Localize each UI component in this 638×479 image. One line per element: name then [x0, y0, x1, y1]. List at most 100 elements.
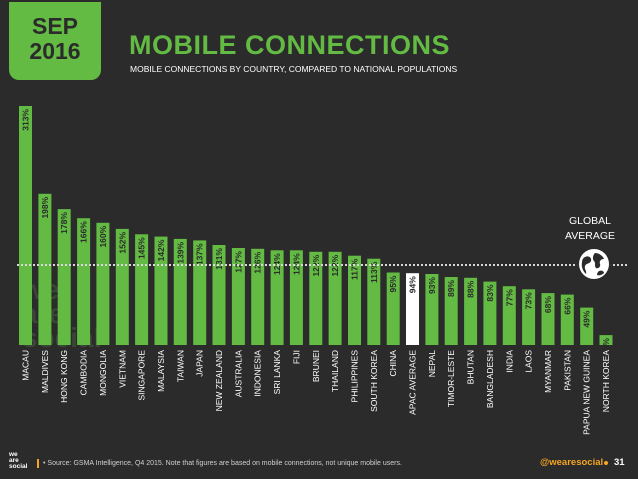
bar	[328, 251, 342, 345]
bar	[522, 289, 536, 345]
category-label: HONG KONG	[59, 350, 69, 403]
bar	[425, 274, 439, 345]
bar-value-label: 117%	[350, 258, 360, 280]
bar	[270, 250, 284, 345]
bar-value-label: 145%	[137, 237, 147, 259]
category-label: PAPUA NEW GUINEA	[582, 350, 592, 435]
category-label: APAC AVERAGE	[408, 350, 418, 415]
bar	[115, 228, 129, 345]
bar	[57, 209, 71, 345]
bar	[386, 272, 400, 345]
bar	[289, 250, 303, 345]
bar-value-label: 88%	[466, 280, 476, 297]
bar-value-label: 13%	[601, 338, 611, 355]
bar	[580, 307, 594, 345]
bar	[19, 106, 32, 345]
bar	[367, 258, 381, 345]
bar	[77, 218, 91, 345]
category-label: TAIWAN	[175, 350, 185, 382]
bar	[38, 193, 52, 345]
bar	[483, 281, 497, 345]
bar	[444, 277, 458, 345]
bar	[309, 251, 323, 345]
bar-value-label: 198%	[40, 196, 50, 218]
category-label: THAILAND	[330, 350, 340, 392]
category-label: MONGOLIA	[98, 350, 108, 396]
bar	[541, 293, 555, 345]
footer-accent-bar	[37, 459, 39, 468]
bar	[599, 335, 613, 345]
page-number: 31	[614, 457, 625, 468]
category-label: NEPAL	[427, 350, 437, 378]
bar-value-label: 68%	[543, 296, 553, 313]
category-label: NORTH KOREA	[601, 350, 611, 413]
bar-value-label: 152%	[117, 231, 127, 253]
bar-value-label: 139%	[175, 241, 185, 263]
footer-logo: we are social	[9, 451, 28, 470]
category-label: CHINA	[388, 350, 398, 377]
bar	[212, 245, 226, 345]
category-label: MYANMAR	[543, 350, 553, 393]
category-label: SINGAPORE	[137, 350, 147, 401]
category-label: MALAYSIA	[156, 350, 166, 392]
bar-value-label: 131%	[214, 248, 224, 270]
category-label: SOUTH KOREA	[369, 350, 379, 412]
bar	[406, 273, 419, 345]
bar-value-label: 66%	[562, 297, 572, 314]
bar-value-label: 137%	[195, 243, 205, 265]
globe-icon	[577, 247, 611, 281]
bar-value-label: 126%	[253, 251, 263, 273]
bar	[96, 222, 110, 345]
bar	[348, 255, 361, 345]
date-badge: SEP 2016	[9, 2, 101, 80]
bar-value-label: 49%	[582, 310, 592, 327]
category-label: BANGLADESH	[485, 350, 495, 408]
category-label: PHILIPPINES	[350, 350, 360, 403]
bar-value-label: 127%	[233, 251, 243, 273]
bar-value-label: 73%	[524, 292, 534, 309]
bar-value-label: 93%	[427, 277, 437, 294]
bar	[464, 277, 478, 345]
page-title: MOBILE CONNECTIONS	[129, 30, 451, 60]
bar-value-label: 142%	[156, 239, 166, 261]
category-label: LAOS	[524, 350, 534, 373]
bar-value-label: 124%	[272, 253, 282, 275]
global-average-line	[17, 264, 627, 266]
footer-source: • Source: GSMA Intelligence, Q4 2015. No…	[43, 460, 402, 467]
bar-value-label: 77%	[504, 289, 514, 306]
bar-value-label: 313%	[21, 109, 31, 131]
bar-value-label: 83%	[485, 284, 495, 301]
bar-value-label: 178%	[59, 212, 69, 234]
category-label: AUSTRALIA	[233, 350, 243, 398]
category-label: FIJI	[291, 350, 301, 364]
category-label: INDONESIA	[253, 350, 263, 397]
bar	[251, 248, 265, 345]
bar-value-label: 166%	[79, 221, 89, 243]
category-label: MACAU	[21, 350, 31, 381]
category-label: BRUNEI	[311, 350, 321, 382]
bar-value-label: 124%	[291, 253, 301, 275]
date-year: 2016	[29, 38, 81, 64]
footer-handle: @wearesocial	[540, 457, 604, 468]
bar-value-label: 94%	[408, 276, 418, 293]
bar	[135, 234, 149, 345]
bar-value-label: 95%	[388, 275, 398, 292]
category-label: SRI LANKA	[272, 350, 282, 395]
bar-value-label: 113%	[369, 261, 379, 283]
bar	[560, 294, 574, 345]
category-label: TIMOR-LESTE	[446, 350, 456, 407]
bar-value-label: 160%	[98, 225, 108, 247]
category-label: INDIA	[504, 350, 514, 373]
bar	[154, 236, 168, 345]
global-average-label: GLOBAL AVERAGE	[565, 215, 615, 242]
category-label: VIETNAM	[117, 350, 127, 388]
bar	[231, 248, 245, 345]
category-label: JAPAN	[195, 350, 205, 377]
category-label: PAKISTAN	[562, 350, 572, 391]
category-label: CAMBODIA	[79, 350, 89, 396]
footer-dot	[604, 461, 608, 465]
bar	[502, 286, 516, 345]
bar-value-label: 89%	[446, 280, 456, 297]
category-label: MALDIVES	[40, 350, 50, 393]
